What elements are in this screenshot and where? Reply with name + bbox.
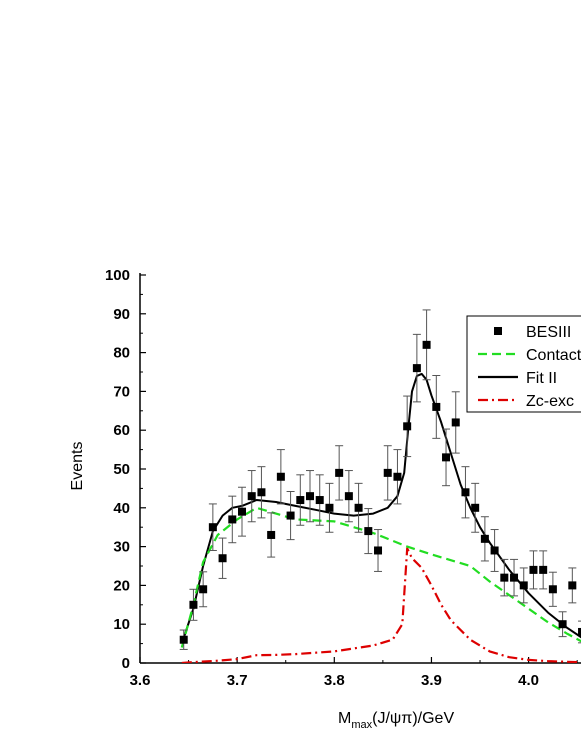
x-tick-label: 4.0 <box>518 672 539 689</box>
data-point <box>578 627 581 636</box>
data-point <box>199 585 208 594</box>
x-axis-title: Mmax(J/ψπ)/GeV <box>338 710 454 731</box>
data-point <box>286 511 295 520</box>
data-point <box>335 468 344 477</box>
data-point <box>412 364 421 373</box>
y-tick-label: 90 <box>113 306 130 323</box>
y-tick-label: 40 <box>113 500 130 517</box>
legend-label-zc-exc: Zc-exc <box>526 393 574 410</box>
data-point <box>218 554 227 563</box>
y-tick-label: 20 <box>113 577 130 594</box>
data-point <box>529 565 538 574</box>
data-point <box>276 472 285 481</box>
y-tick-label: 100 <box>105 267 130 284</box>
legend: BESIII Contact Fit II Zc-exc <box>466 315 581 413</box>
data-point <box>189 600 198 609</box>
data-point <box>267 530 276 539</box>
data-point <box>461 488 470 497</box>
data-point <box>548 585 557 594</box>
data-point <box>422 340 431 349</box>
data-point <box>568 581 577 590</box>
data-point <box>296 496 305 505</box>
data-point <box>354 503 363 512</box>
data-point <box>480 534 489 543</box>
data-point <box>403 422 412 431</box>
data-point <box>558 620 567 629</box>
data-point <box>471 503 480 512</box>
legend-label-fit-ii: Fit II <box>526 370 557 387</box>
series-layer <box>179 309 581 663</box>
y-tick-label: 60 <box>113 422 130 439</box>
x-axis-title-sub: max <box>351 719 372 731</box>
y-tick-label: 30 <box>113 539 130 556</box>
x-tick-label: 3.9 <box>421 672 442 689</box>
series-line-contact <box>180 506 581 648</box>
x-tick-label: 3.6 <box>130 672 151 689</box>
data-point <box>383 468 392 477</box>
y-tick-label: 10 <box>113 616 130 633</box>
x-tick-label: 3.8 <box>324 672 345 689</box>
y-tick-label: 50 <box>113 461 130 478</box>
data-point <box>325 503 334 512</box>
data-point <box>306 492 315 501</box>
axes <box>139 273 581 664</box>
data-point <box>490 546 499 555</box>
data-point <box>247 492 256 501</box>
y-tick-label: 0 <box>122 655 130 672</box>
data-point <box>500 573 509 582</box>
data-point <box>393 472 402 481</box>
series-line-zc-exc <box>181 547 581 663</box>
y-tick-label: 80 <box>113 345 130 362</box>
data-point <box>315 496 324 505</box>
legend-label-besiii: BESIII <box>526 324 571 341</box>
data-point <box>344 492 353 501</box>
data-point <box>374 546 383 555</box>
legend-box <box>466 315 581 413</box>
tick-labels: 0 10 20 30 40 50 60 70 80 90 100 3.6 3.7 3.8 3.9 4.0 <box>105 267 539 689</box>
data-point <box>364 527 373 536</box>
data-point <box>510 573 519 582</box>
y-axis-title: Events <box>69 442 86 491</box>
x-axis-title-main: M <box>338 710 351 727</box>
data-point <box>451 418 460 427</box>
x-axis-title-rest: (J/ψπ)/GeV <box>372 710 454 727</box>
data-point <box>228 515 237 524</box>
data-point <box>238 507 247 516</box>
data-point <box>208 523 217 532</box>
legend-label-contact: Contact <box>526 347 581 364</box>
data-point <box>432 402 441 411</box>
data-point <box>179 635 188 644</box>
data-point <box>539 565 548 574</box>
y-tick-label: 70 <box>113 383 130 400</box>
x-tick-label: 3.7 <box>227 672 248 689</box>
legend-marker-besiii <box>494 327 502 335</box>
data-point <box>257 488 266 497</box>
data-point <box>519 581 528 590</box>
data-point <box>442 453 451 462</box>
